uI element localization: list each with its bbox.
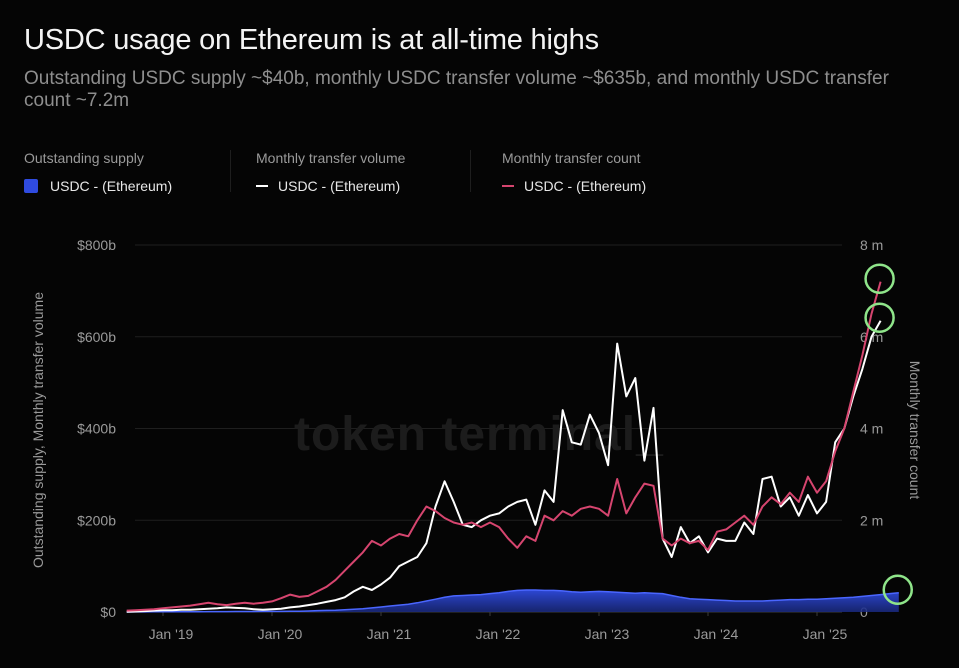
y-right-tick-label: 2 m [860, 512, 883, 528]
y-left-tick-label: $200b [77, 512, 116, 528]
y-axis-right-title: Monthly transfer count [907, 361, 923, 500]
chart-title: USDC usage on Ethereum is at all-time hi… [24, 24, 599, 56]
legend-swatch-supply [24, 179, 38, 193]
annotation-layer [864, 263, 913, 605]
highlight-circle [882, 574, 913, 605]
x-tick-label: Jan '25 [803, 626, 848, 642]
legend-item-label: USDC - (Ethereum) [524, 178, 647, 194]
y-left-tick-label: $400b [77, 421, 116, 437]
legend-group-label: Monthly transfer volume [256, 150, 406, 166]
legend-item-label: USDC - (Ethereum) [278, 178, 401, 194]
y-left-tick-label: $600b [77, 329, 116, 345]
highlight-circle [864, 263, 895, 294]
y-axis-left-title: Outstanding supply, Monthly transfer vol… [30, 292, 46, 568]
watermark: token terminal_ [294, 408, 664, 461]
y-axis-left: $0 $200b $400b $600b $800b [77, 237, 116, 620]
legend-transfer-count[interactable]: Monthly transfer count USDC - (Ethereum) [502, 150, 646, 194]
y-left-tick-label: $0 [100, 604, 116, 620]
y-axis-right: 02 m4 m6 m8 m [860, 237, 883, 620]
series-layer [126, 281, 899, 613]
series-line-outstanding-supply [126, 589, 899, 613]
series-line-monthly-transfer-volume [126, 320, 882, 613]
legend-outstanding-supply[interactable]: Outstanding supply USDC - (Ethereum) [24, 150, 172, 194]
legend-group-label: Monthly transfer count [502, 150, 641, 166]
x-axis: Jan '19 Jan '20 Jan '21 Jan '22 Jan '23 Jan '… [149, 612, 848, 642]
legend-swatch-count [502, 185, 514, 187]
legend-swatch-volume [256, 185, 268, 187]
legend-divider [470, 150, 471, 192]
x-tick-label: Jan '19 [149, 626, 194, 642]
x-tick-label: Jan '24 [694, 626, 739, 642]
y-left-tick-label: $800b [77, 237, 116, 253]
legend-divider [230, 150, 231, 192]
legend-item-label: USDC - (Ethereum) [50, 178, 173, 194]
series-area-outstanding-supply [126, 590, 899, 612]
highlight-circle [864, 302, 895, 333]
legend-transfer-volume[interactable]: Monthly transfer volume USDC - (Ethereum… [256, 150, 405, 194]
legend-group-label: Outstanding supply [24, 150, 144, 166]
y-right-tick-label: 8 m [860, 237, 883, 253]
x-tick-label: Jan '21 [367, 626, 412, 642]
x-tick-label: Jan '23 [585, 626, 630, 642]
y-right-tick-label: 4 m [860, 421, 883, 437]
chart-subtitle: Outstanding USDC supply ~$40b, monthly U… [24, 68, 889, 111]
x-tick-label: Jan '20 [258, 626, 303, 642]
x-tick-label: Jan '22 [476, 626, 521, 642]
series-line-monthly-transfer-count [126, 281, 882, 612]
